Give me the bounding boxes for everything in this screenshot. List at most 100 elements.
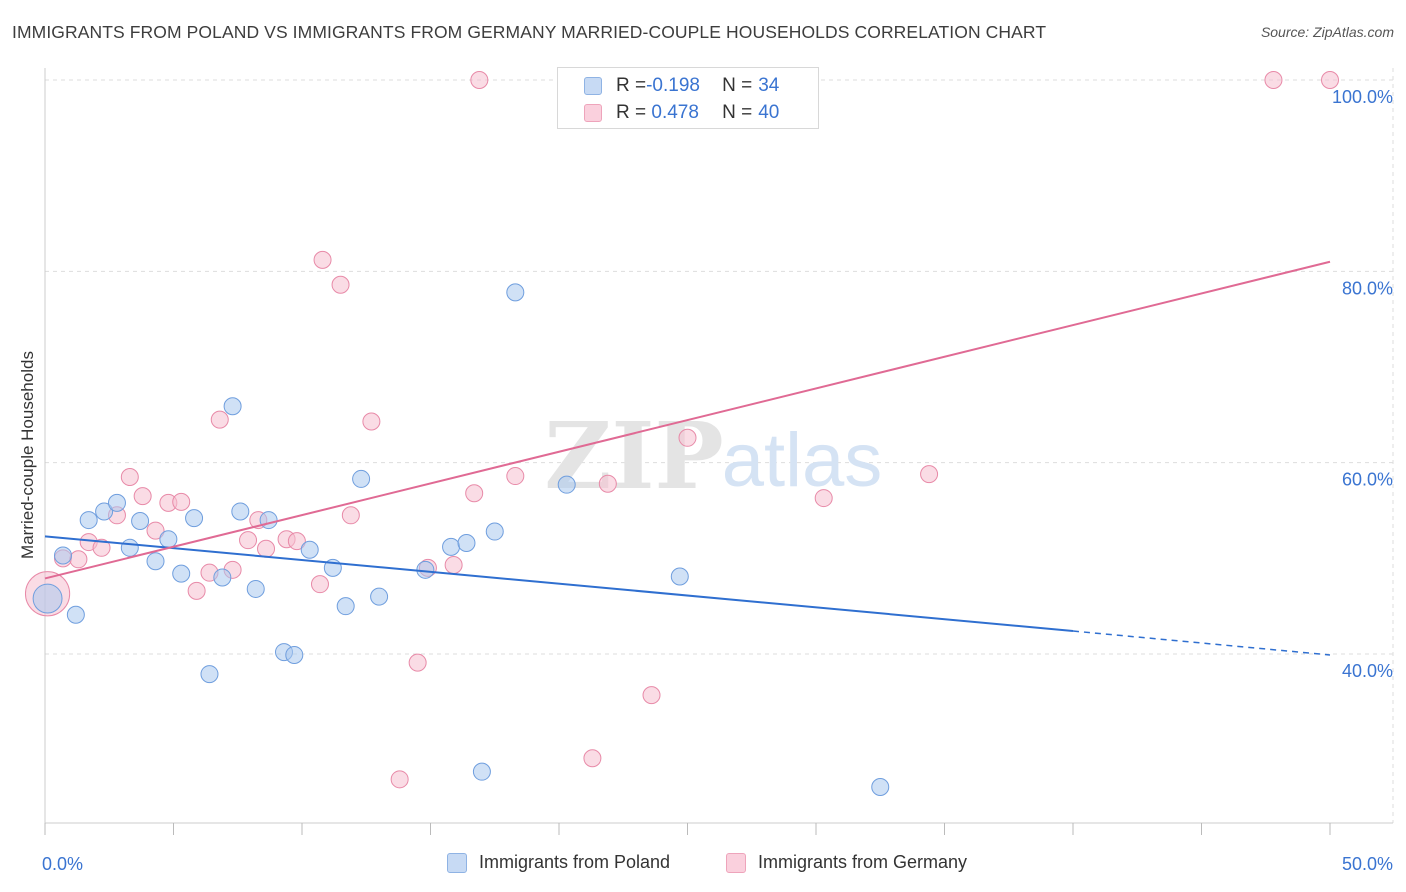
poland-trend-extension bbox=[1072, 630, 1331, 656]
poland-point-4 bbox=[95, 502, 114, 521]
poland-point-20 bbox=[300, 540, 319, 559]
legend-item-germany[interactable]: Immigrants from Germany bbox=[726, 852, 967, 873]
y-tick-label-0: 40.0% bbox=[1342, 661, 1393, 681]
series-legend: Immigrants from Poland Immigrants from G… bbox=[0, 852, 1406, 876]
germany-point-29 bbox=[465, 484, 484, 503]
germany-point-35 bbox=[678, 428, 697, 447]
poland-point-0 bbox=[32, 583, 63, 614]
poland-point-12 bbox=[200, 665, 219, 684]
germany-points bbox=[24, 71, 1339, 789]
germany-point-37 bbox=[920, 465, 939, 484]
germany-point-33 bbox=[598, 474, 617, 493]
germany-point-39 bbox=[1321, 71, 1339, 89]
poland-point-22 bbox=[336, 597, 355, 616]
poland-swatch bbox=[584, 77, 602, 95]
poland-legend-swatch bbox=[447, 852, 467, 873]
legend-item-poland[interactable]: Immigrants from Poland bbox=[447, 852, 670, 873]
germany-point-4 bbox=[92, 538, 111, 557]
poland-legend-label: Immigrants from Poland bbox=[479, 852, 671, 872]
poland-point-8 bbox=[146, 552, 165, 571]
germany-n-value: 40 bbox=[758, 102, 780, 123]
legend-row-poland: R = -0.198 N = 34 bbox=[584, 74, 779, 98]
x-tick-label-1: 50.0% bbox=[1342, 854, 1393, 874]
y-tick-labels: 40.0% 60.0% 80.0% 100.0% bbox=[1332, 87, 1393, 681]
watermark-atlas: atlas bbox=[722, 418, 883, 503]
germany-point-19 bbox=[287, 532, 306, 551]
germany-point-10 bbox=[172, 492, 191, 511]
poland-trend-line bbox=[44, 535, 1074, 633]
germany-r-label: R = bbox=[616, 102, 647, 123]
germany-point-2 bbox=[69, 550, 88, 569]
watermark: ZIP atlas bbox=[544, 402, 882, 510]
poland-n-value: 34 bbox=[758, 75, 780, 96]
germany-point-6 bbox=[120, 468, 139, 487]
germany-point-28 bbox=[444, 556, 463, 575]
germany-point-13 bbox=[210, 410, 229, 429]
germany-point-20 bbox=[310, 575, 329, 594]
poland-point-5 bbox=[107, 493, 126, 512]
germany-point-25 bbox=[390, 770, 409, 789]
germany-point-24 bbox=[362, 412, 381, 431]
germany-legend-label: Immigrants from Germany bbox=[758, 852, 968, 872]
germany-point-30 bbox=[470, 71, 489, 89]
germany-point-8 bbox=[146, 521, 165, 540]
poland-point-24 bbox=[370, 587, 389, 606]
poland-point-28 bbox=[472, 762, 491, 781]
germany-swatch bbox=[584, 104, 602, 122]
poland-points bbox=[32, 283, 890, 796]
germany-n-label: N = bbox=[722, 102, 753, 123]
poland-point-1 bbox=[53, 546, 72, 565]
poland-point-31 bbox=[557, 475, 576, 494]
poland-point-15 bbox=[231, 502, 250, 521]
poland-point-25 bbox=[416, 560, 435, 579]
source-credit: Source: ZipAtlas.com bbox=[1260, 24, 1394, 40]
germany-point-22 bbox=[331, 275, 350, 294]
poland-r-label: R = bbox=[616, 75, 647, 96]
germany-trend-line bbox=[44, 260, 1331, 580]
germany-point-31 bbox=[506, 467, 525, 486]
y-tick-label-1: 60.0% bbox=[1342, 470, 1393, 490]
poland-point-10 bbox=[172, 564, 191, 583]
poland-point-6 bbox=[120, 538, 139, 557]
poland-point-14 bbox=[223, 397, 242, 416]
poland-point-11 bbox=[185, 509, 204, 528]
germany-point-26 bbox=[408, 653, 427, 672]
poland-point-13 bbox=[213, 568, 232, 587]
x-tick-labels: 0.0% 50.0% bbox=[42, 854, 1393, 874]
poland-n-label: N = bbox=[722, 75, 753, 96]
poland-point-9 bbox=[159, 530, 178, 549]
axes bbox=[44, 68, 1393, 835]
poland-point-23 bbox=[352, 469, 371, 488]
germany-point-11 bbox=[187, 581, 206, 600]
germany-point-34 bbox=[642, 686, 661, 705]
poland-point-7 bbox=[131, 512, 150, 531]
germany-point-7 bbox=[133, 487, 152, 506]
poland-point-33 bbox=[871, 777, 890, 796]
germany-point-21 bbox=[313, 250, 332, 269]
germany-point-23 bbox=[341, 506, 360, 525]
chart-title: IMMIGRANTS FROM POLAND VS IMMIGRANTS FRO… bbox=[12, 22, 1047, 42]
germany-point-17 bbox=[257, 539, 276, 558]
trend-lines bbox=[44, 260, 1331, 656]
poland-point-32 bbox=[670, 567, 689, 586]
germany-point-15 bbox=[239, 531, 258, 550]
watermark-zip: ZIP bbox=[544, 402, 723, 510]
y-tick-label-3: 100.0% bbox=[1332, 87, 1393, 107]
poland-point-16 bbox=[246, 579, 265, 598]
poland-point-30 bbox=[506, 283, 525, 302]
germany-point-32 bbox=[583, 749, 602, 768]
poland-point-17 bbox=[259, 511, 278, 530]
x-tick-label-0: 0.0% bbox=[42, 854, 83, 874]
germany-legend-swatch bbox=[726, 852, 746, 873]
poland-point-26 bbox=[442, 537, 461, 556]
poland-point-3 bbox=[79, 511, 98, 530]
legend-row-germany: R = 0.478 N = 40 bbox=[584, 101, 779, 125]
poland-point-27 bbox=[457, 534, 476, 553]
poland-point-29 bbox=[485, 522, 504, 541]
germany-point-36 bbox=[814, 489, 833, 508]
y-tick-label-2: 80.0% bbox=[1342, 278, 1393, 298]
correlation-legend: R = -0.198 N = 34 R = 0.478 N = 40 bbox=[557, 67, 819, 129]
germany-point-38 bbox=[1264, 71, 1283, 89]
poland-point-19 bbox=[285, 645, 304, 664]
